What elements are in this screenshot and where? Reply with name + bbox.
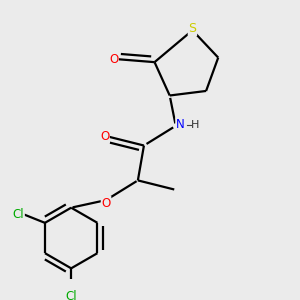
Text: O: O xyxy=(100,130,109,143)
Text: H: H xyxy=(190,120,199,130)
Text: N: N xyxy=(176,118,185,131)
Text: O: O xyxy=(101,196,111,210)
Text: Cl: Cl xyxy=(13,208,24,221)
Text: Cl: Cl xyxy=(65,290,77,300)
Text: O: O xyxy=(109,52,118,66)
Text: S: S xyxy=(188,22,196,35)
